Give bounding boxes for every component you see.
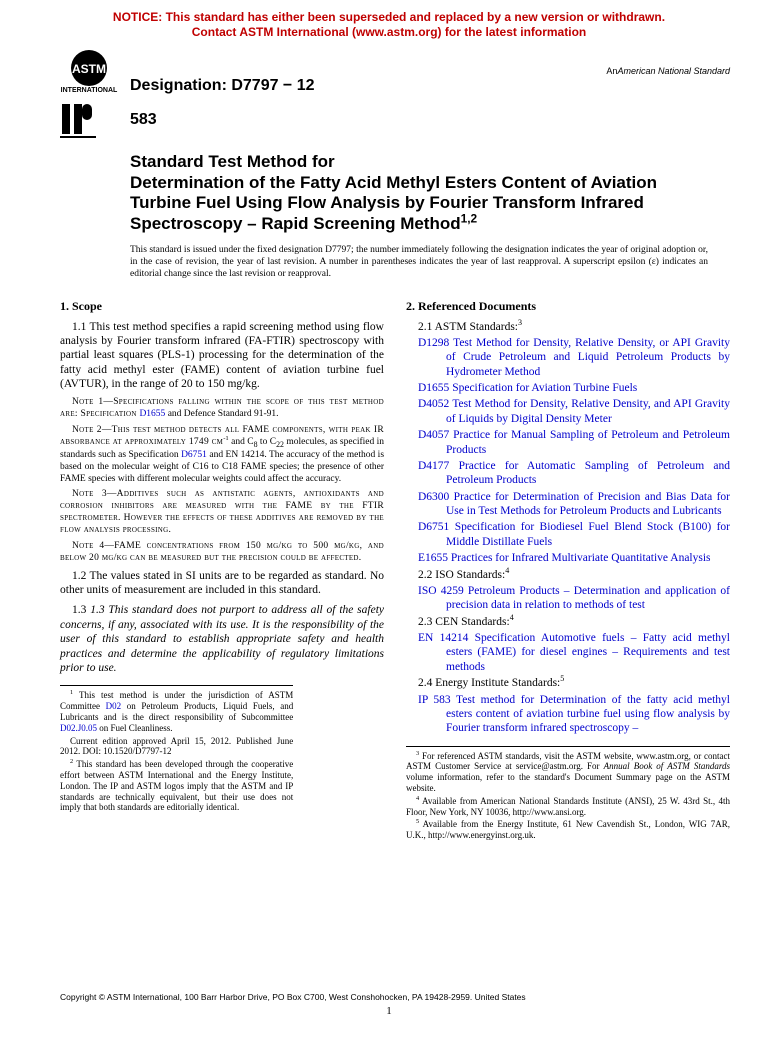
ip-number: 583 xyxy=(130,110,157,130)
issue-note: This standard is issued under the fixed … xyxy=(0,235,778,281)
column-left: 1. Scope 1.1 This test method specifies … xyxy=(60,299,384,844)
ref-item[interactable]: D1655 Specification for Aviation Turbine… xyxy=(418,381,730,395)
ans-label: AnAmerican National Standard xyxy=(606,66,730,77)
ip-row: 583 xyxy=(0,102,778,138)
title-line2: Determination of the Fatty Acid Methyl E… xyxy=(130,173,657,233)
title-line1: Standard Test Method for xyxy=(130,152,335,171)
notice-line2: Contact ASTM International (www.astm.org… xyxy=(192,25,586,39)
astm-standards-head: 2.1 ASTM Standards:3 xyxy=(406,320,730,334)
scope-note2: Note 2—This test method detects all FAME… xyxy=(60,425,384,485)
scope-1-1: 1.1 This test method specifies a rapid s… xyxy=(60,320,384,392)
notice-banner: NOTICE: This standard has either been su… xyxy=(89,10,689,40)
svg-text:INTERNATIONAL: INTERNATIONAL xyxy=(61,87,118,94)
ref-item[interactable]: IP 583 Test method for Determination of … xyxy=(418,693,730,736)
scope-note4: Note 4—FAME concentrations from 150 mg/k… xyxy=(60,541,384,565)
footnote-4: 4 Available from American National Stand… xyxy=(406,796,730,818)
scope-1-2: 1.2 The values stated in SI units are to… xyxy=(60,569,384,598)
ref-item[interactable]: D6751 Specification for Biodiesel Fuel B… xyxy=(418,520,730,549)
footnote-1: 1 This test method is under the jurisdic… xyxy=(60,690,293,733)
scope-note1: Note 1—Specifications falling within the… xyxy=(60,397,384,421)
ref-item[interactable]: EN 14214 Specification Automotive fuels … xyxy=(418,631,730,674)
svg-text:ASTM: ASTM xyxy=(72,62,106,76)
iso-standards-head: 2.2 ISO Standards:4 xyxy=(406,568,730,582)
ei-standards-head: 2.4 Energy Institute Standards:5 xyxy=(406,676,730,690)
ref-item[interactable]: ISO 4259 Petroleum Products – Determinat… xyxy=(418,584,730,613)
notice-line1: NOTICE: This standard has either been su… xyxy=(113,10,665,24)
main-title: Standard Test Method for Determination o… xyxy=(0,138,778,235)
footnote-5: 5 Available from the Energy Institute, 6… xyxy=(406,819,730,841)
footnote-2: 2 This standard has been developed throu… xyxy=(60,759,293,813)
scope-heading: 1. Scope xyxy=(60,299,384,314)
astm-ref-list: D1298 Test Method for Density, Relative … xyxy=(406,336,730,566)
footnote-3: 3 For referenced ASTM standards, visit t… xyxy=(406,751,730,794)
cen-standards-head: 2.3 CEN Standards:4 xyxy=(406,615,730,629)
ref-item[interactable]: D4057 Practice for Manual Sampling of Pe… xyxy=(418,428,730,457)
scope-1-3: 1.3 1.3 This standard does not purport t… xyxy=(60,603,384,675)
header-row: ASTM INTERNATIONAL Designation: D7797 − … xyxy=(0,48,778,96)
refs-heading: 2. Referenced Documents xyxy=(406,299,730,314)
title-super: 1,2 xyxy=(461,212,478,226)
scope-note3: Note 3—Additives such as antistatic agen… xyxy=(60,489,384,537)
ref-item[interactable]: D6300 Practice for Determination of Prec… xyxy=(418,490,730,519)
astm-logo-icon: ASTM INTERNATIONAL xyxy=(60,48,118,96)
column-right: 2. Referenced Documents 2.1 ASTM Standar… xyxy=(406,299,730,844)
page-number: 1 xyxy=(386,1005,392,1019)
copyright-line: Copyright © ASTM International, 100 Barr… xyxy=(60,992,526,1003)
cen-ref-list: EN 14214 Specification Automotive fuels … xyxy=(406,631,730,674)
footnote-1-edition: Current edition approved April 15, 2012.… xyxy=(60,736,293,758)
footnotes-left: 1 This test method is under the jurisdic… xyxy=(60,685,293,813)
ref-item[interactable]: D4177 Practice for Automatic Sampling of… xyxy=(418,459,730,488)
ref-item[interactable]: D4052 Test Method for Density, Relative … xyxy=(418,397,730,426)
iso-ref-list: ISO 4259 Petroleum Products – Determinat… xyxy=(406,584,730,613)
ei-ref-list: IP 583 Test method for Determination of … xyxy=(406,693,730,736)
ref-item[interactable]: D1298 Test Method for Density, Relative … xyxy=(418,336,730,379)
astm-logo-group: ASTM INTERNATIONAL Designation: D7797 − … xyxy=(60,48,315,96)
designation-label: Designation: D7797 − 12 xyxy=(130,76,315,96)
footnotes-right: 3 For referenced ASTM standards, visit t… xyxy=(406,746,730,841)
body-columns: 1. Scope 1.1 This test method specifies … xyxy=(0,281,778,844)
ip-logo-icon xyxy=(60,102,96,138)
ref-item[interactable]: E1655 Practices for Infrared Multivariat… xyxy=(418,551,730,565)
